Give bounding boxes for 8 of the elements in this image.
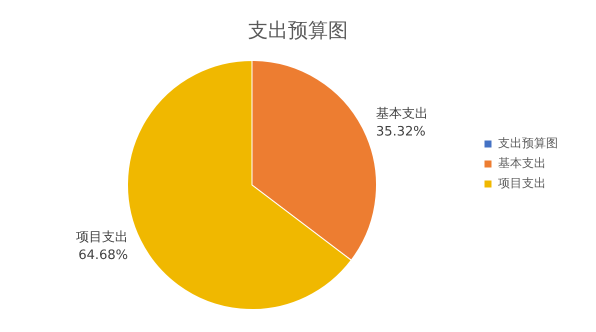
legend-label: 基本支出: [498, 156, 546, 170]
slice-label: 项目支出: [76, 230, 128, 246]
slice-label: 基本支出: [376, 106, 428, 122]
data-label: 64.68%: [78, 248, 128, 264]
chart-title: 支出预算图: [248, 18, 348, 42]
legend-label: 项目支出: [498, 176, 546, 190]
legend-label: 支出预算图: [498, 136, 558, 150]
data-label: 35.32%: [376, 124, 426, 140]
